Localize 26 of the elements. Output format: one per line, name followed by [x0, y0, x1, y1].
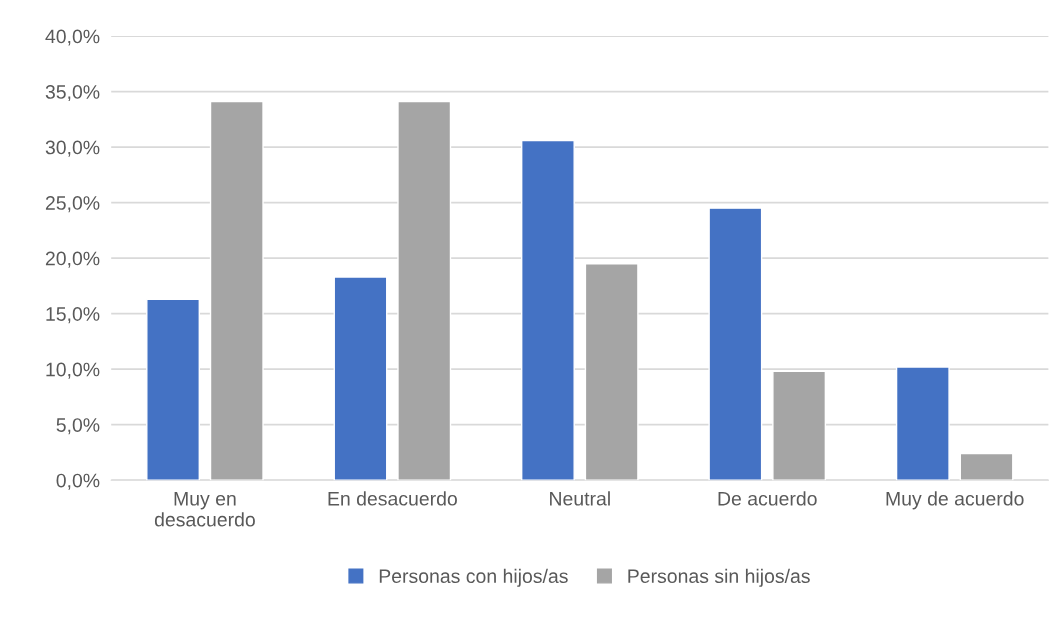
- y-tick-label: 5,0%: [56, 418, 100, 435]
- y-tick-label: 30,0%: [45, 140, 100, 157]
- x-tick-label: De acuerdo: [718, 491, 817, 506]
- y-tick-label: 35,0%: [45, 85, 100, 102]
- bar: [772, 370, 827, 481]
- x-tick-label: En desacuerdo: [328, 491, 457, 506]
- y-tick-label: 40,0%: [45, 29, 100, 46]
- y-tick-label: 10,0%: [46, 362, 100, 379]
- legend-label: Personas sin hijos/as: [628, 568, 810, 587]
- x-tick-label: Neutral: [550, 491, 610, 506]
- y-tick-label: 15,0%: [46, 307, 100, 324]
- bar: [521, 139, 575, 481]
- bar: [895, 366, 950, 481]
- bar: [584, 262, 639, 481]
- bar: [209, 100, 264, 481]
- bar: [146, 298, 200, 481]
- bar: [708, 207, 763, 481]
- x-tick-label: Muy en desacuerdo: [154, 492, 255, 527]
- y-tick-label: 0,0%: [56, 473, 100, 490]
- bar: [959, 452, 1014, 481]
- x-tick-label: Muy de acuerdo: [886, 491, 1024, 510]
- legend-label: Personas con hijos/as: [379, 568, 568, 587]
- y-tick-label: 25,0%: [45, 196, 100, 213]
- y-tick-label: 20,0%: [45, 251, 100, 268]
- bar: [333, 276, 388, 481]
- bar: [397, 100, 452, 481]
